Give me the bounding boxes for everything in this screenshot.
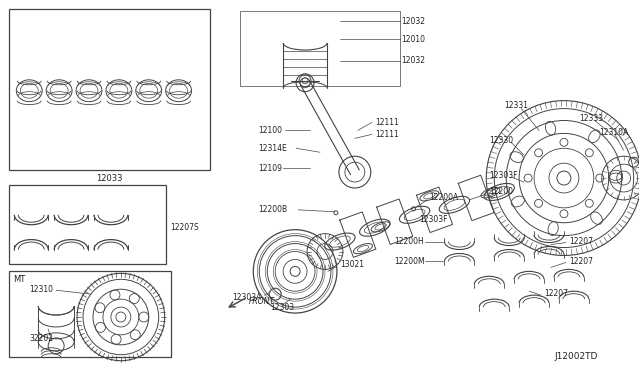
Text: 12207: 12207 [569, 257, 593, 266]
Text: 12010: 12010 [402, 35, 426, 44]
Text: 12310A: 12310A [599, 128, 628, 137]
Bar [10, 9, 211, 170]
Text: 12033: 12033 [95, 174, 122, 183]
Text: 12111: 12111 [375, 118, 399, 127]
Text: 12331: 12331 [504, 101, 528, 110]
Text: FRONT: FRONT [248, 296, 275, 306]
Text: 12333: 12333 [579, 114, 603, 123]
Text: 12200H: 12200H [395, 237, 424, 246]
Bar [10, 185, 166, 264]
Text: 13021: 13021 [340, 260, 364, 269]
Text: 12200M: 12200M [395, 257, 426, 266]
Text: 12032: 12032 [402, 17, 426, 26]
Text: 12200A: 12200A [429, 193, 459, 202]
Text: 32202: 32202 [29, 334, 53, 343]
Text: 12303F: 12303F [420, 215, 448, 224]
Text: 12310: 12310 [29, 285, 53, 294]
Text: 12111: 12111 [375, 130, 399, 139]
Text: 12109: 12109 [259, 164, 282, 173]
Text: 12200: 12200 [489, 187, 513, 196]
Text: 12314E: 12314E [259, 144, 287, 153]
Text: 12200B: 12200B [259, 205, 287, 214]
Text: 12303F: 12303F [489, 171, 518, 180]
Text: MT: MT [13, 275, 26, 284]
Text: 12303A: 12303A [232, 293, 262, 302]
Bar [10, 271, 171, 357]
Text: J12002TD: J12002TD [554, 352, 597, 361]
Text: 12207S: 12207S [171, 223, 200, 232]
Text: 12303: 12303 [270, 302, 294, 312]
Text: 12207: 12207 [544, 289, 568, 298]
Text: 12100: 12100 [259, 126, 282, 135]
Text: 12032: 12032 [402, 57, 426, 65]
Bar [241, 11, 399, 86]
Text: 12207: 12207 [569, 237, 593, 246]
Text: 12330: 12330 [489, 136, 513, 145]
